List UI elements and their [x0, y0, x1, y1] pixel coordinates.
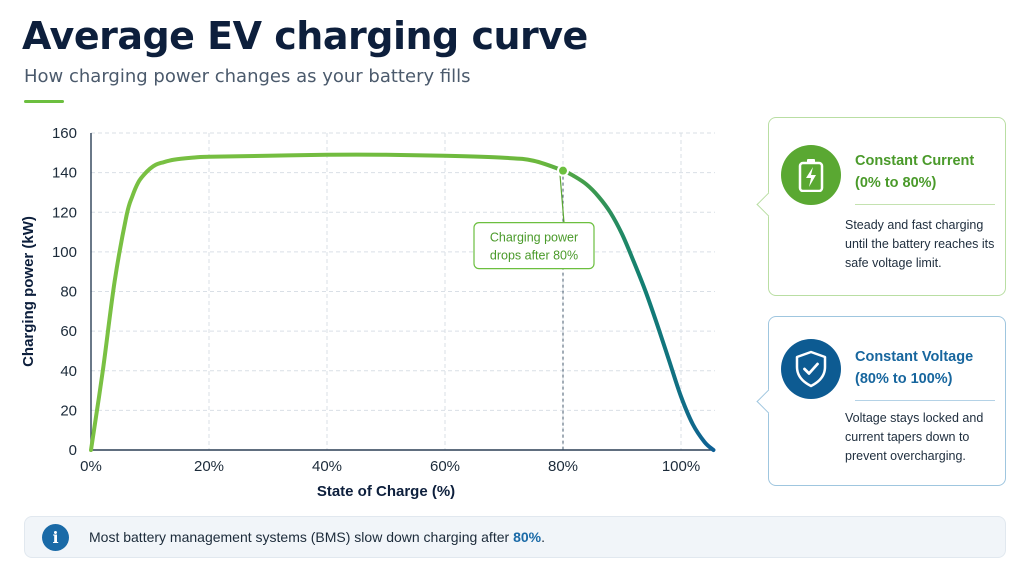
highlight-point-80 — [557, 164, 569, 177]
info-text-end: . — [541, 529, 545, 545]
y-tick-label: 20 — [60, 402, 77, 419]
annotation-text-line1: Charging power — [490, 231, 578, 245]
annotation-box: Charging power drops after 80% — [473, 222, 595, 270]
x-tick-label: 60% — [430, 458, 460, 475]
y-tick-label: 40 — [60, 363, 77, 380]
constant-current-description: Steady and fast charging until the batte… — [845, 218, 995, 270]
annotation-text-line2: drops after 80% — [490, 249, 578, 263]
y-tick-label: 60 — [60, 323, 77, 340]
card-divider — [855, 400, 995, 401]
card-pointer — [756, 389, 781, 414]
y-tick-label: 80 — [60, 284, 77, 301]
constant-current-title: Constant Current — [855, 153, 975, 169]
shield-check-icon — [781, 339, 841, 399]
constant-current-heading: Constant Current (0% to 80%) — [855, 150, 974, 194]
page-subtitle: How charging power changes as your batte… — [24, 66, 471, 87]
info-icon: i — [42, 524, 69, 551]
battery-charging-icon — [781, 145, 841, 205]
annotation-connector — [559, 174, 565, 223]
y-tick-label: 140 — [52, 165, 77, 182]
charging-curve-line — [89, 152, 716, 452]
x-axis-label: State of Charge (%) — [317, 483, 455, 500]
title-accent-line — [24, 100, 64, 103]
info-banner-text: Most battery management systems (BMS) sl… — [89, 529, 545, 545]
page-title: Average EV charging curve — [22, 14, 588, 58]
y-tick-label: 100 — [52, 244, 77, 261]
x-tick-label: 20% — [194, 458, 224, 475]
y-tick-label: 0 — [69, 442, 77, 459]
info-banner: i Most battery management systems (BMS) … — [24, 516, 1006, 558]
x-tick-labels: 0% 20% 40% 60% 80% 100% — [80, 458, 700, 475]
constant-voltage-range: (80% to 100%) — [855, 371, 953, 387]
chart-grid — [91, 132, 715, 450]
constant-voltage-card: Constant Voltage (80% to 100%) Voltage s… — [756, 316, 1006, 486]
y-tick-label: 120 — [52, 204, 77, 221]
info-text: Most battery management systems (BMS) sl… — [89, 529, 514, 545]
constant-voltage-title: Constant Voltage — [855, 349, 974, 365]
y-tick-label: 160 — [52, 125, 77, 142]
card-pointer — [756, 192, 781, 217]
x-tick-label: 0% — [80, 458, 102, 475]
constant-current-card: Constant Current (0% to 80%) Steady and … — [756, 117, 1006, 296]
constant-current-range: (0% to 80%) — [855, 175, 937, 191]
constant-voltage-description: Voltage stays locked and current tapers … — [845, 411, 984, 463]
card-divider — [855, 204, 995, 205]
x-tick-label: 80% — [548, 458, 578, 475]
x-tick-label: 100% — [662, 458, 700, 475]
y-tick-labels: 0 20 40 60 80 100 120 140 160 — [52, 125, 77, 459]
y-axis-label: Charging power (kW) — [20, 216, 37, 367]
chart-axes — [90, 133, 715, 451]
x-tick-label: 40% — [312, 458, 342, 475]
info-highlight-value: 80% — [513, 529, 542, 545]
constant-voltage-heading: Constant Voltage (80% to 100%) — [855, 346, 973, 390]
charging-curve-chart: 0 20 40 60 80 100 120 140 160 0% 20% 40% 60% 80% 100%… — [20, 125, 716, 500]
